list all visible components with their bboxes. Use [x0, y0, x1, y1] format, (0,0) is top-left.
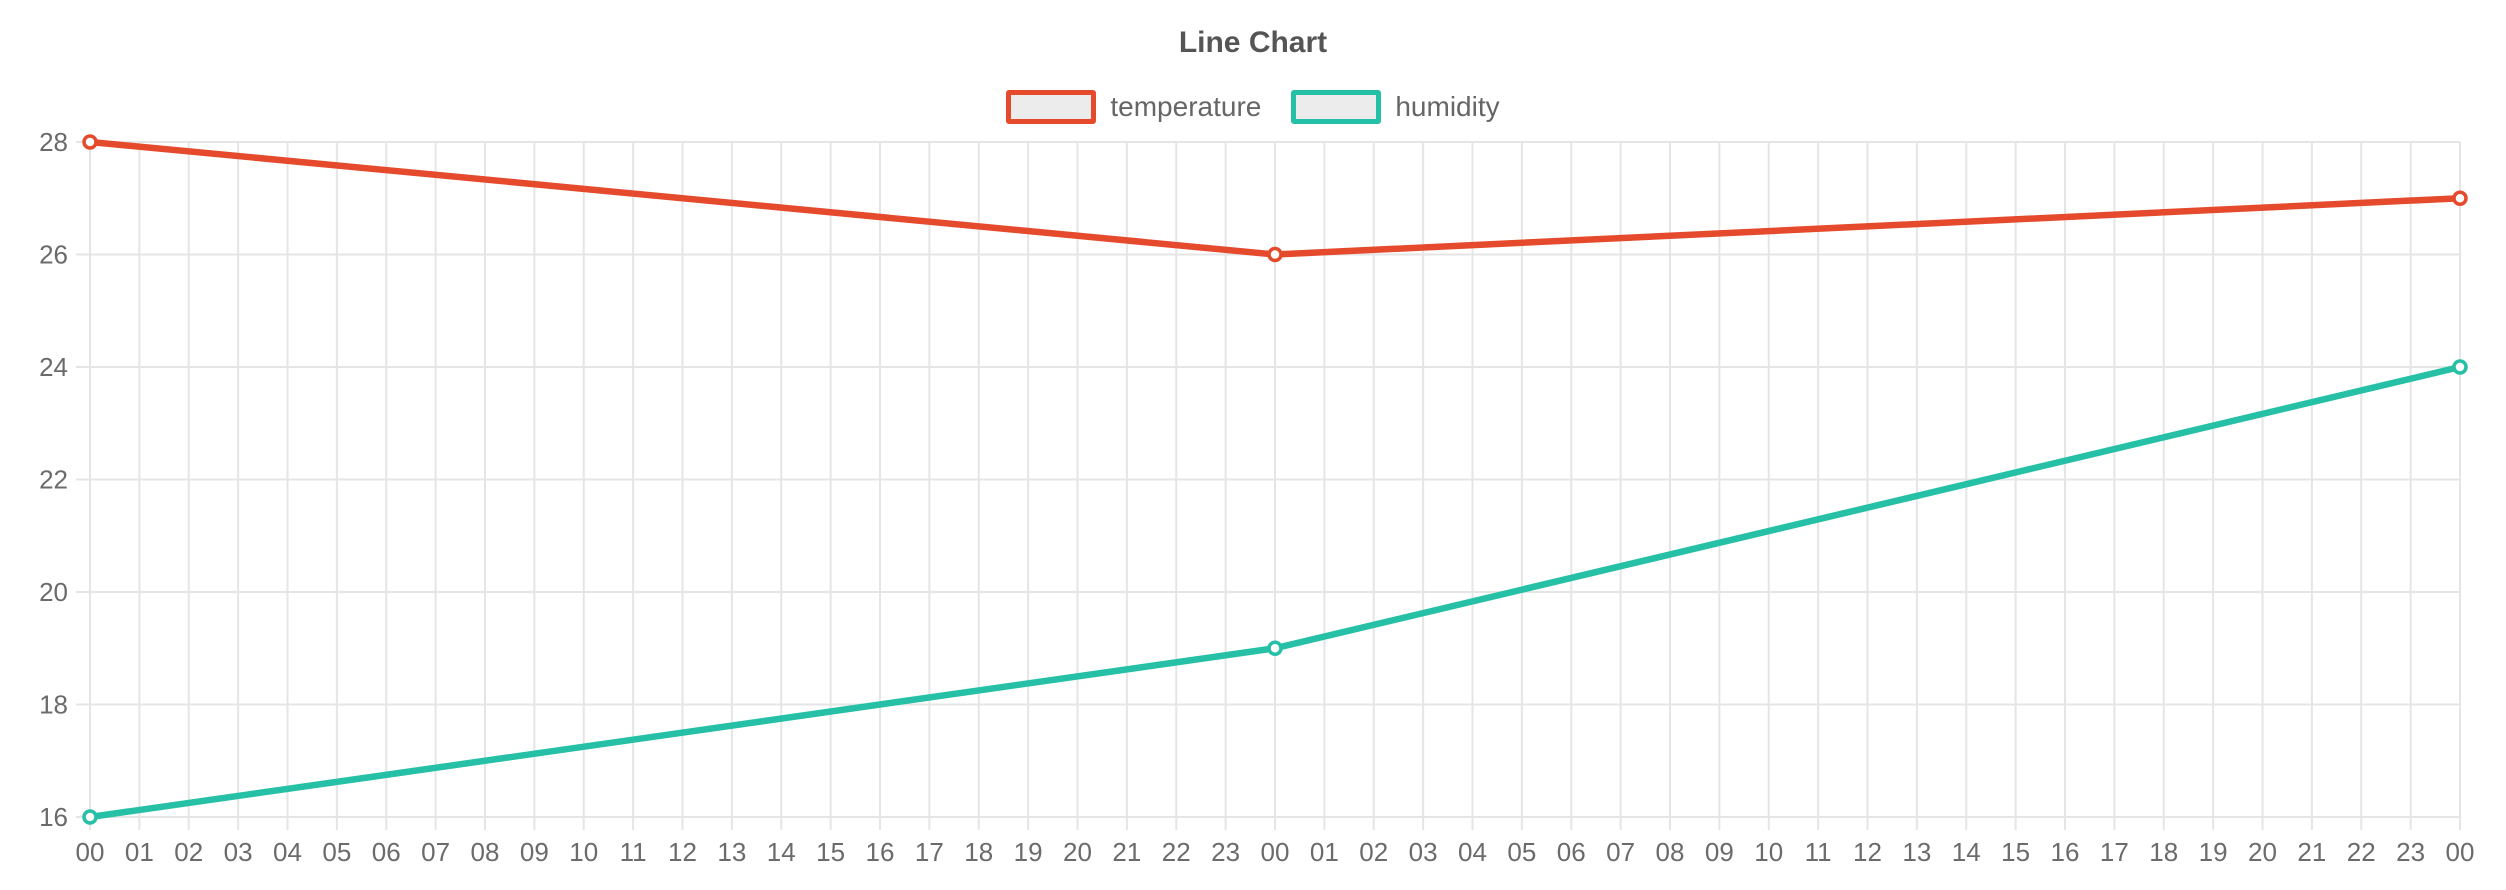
x-axis-label: 02	[174, 837, 203, 867]
x-axis-label: 17	[915, 837, 944, 867]
x-axis-label: 11	[1805, 837, 1832, 867]
legend-label-temperature: temperature	[1110, 91, 1262, 122]
x-axis-label: 04	[1458, 837, 1487, 867]
x-axis-label: 06	[1557, 837, 1586, 867]
x-axis-label: 04	[273, 837, 302, 867]
x-axis-label: 05	[1507, 837, 1536, 867]
data-point-humidity[interactable]	[82, 809, 98, 825]
x-axis-label: 05	[322, 837, 351, 867]
x-axis-label: 21	[2297, 837, 2326, 867]
x-axis-label: 00	[1261, 837, 1290, 867]
y-axis-label: 22	[39, 465, 68, 495]
x-axis-label: 21	[1112, 837, 1141, 867]
data-point-temperature[interactable]	[1267, 246, 1283, 263]
x-axis-label: 09	[520, 837, 549, 867]
x-axis-label: 07	[1606, 837, 1635, 867]
x-axis-label: 10	[569, 837, 598, 867]
x-axis-label: 20	[1063, 837, 1092, 867]
x-axis-label: 23	[2396, 837, 2425, 867]
legend-item-temperature[interactable]: temperature	[1006, 90, 1261, 124]
y-axis-label: 18	[39, 690, 68, 720]
x-axis-label: 13	[1902, 837, 1931, 867]
data-point-temperature[interactable]	[82, 134, 98, 150]
x-axis-label: 22	[1162, 837, 1191, 867]
x-axis-label: 15	[2001, 837, 2030, 867]
x-axis-label: 00	[76, 837, 105, 867]
x-axis-label: 19	[2199, 837, 2228, 867]
x-axis-label: 18	[964, 837, 993, 867]
x-axis-label: 23	[1211, 837, 1240, 867]
x-axis-label: 03	[1409, 837, 1438, 867]
x-axis-label: 14	[1952, 837, 1981, 867]
legend-label-humidity: humidity	[1395, 91, 1500, 122]
legend-item-humidity[interactable]: humidity	[1291, 90, 1500, 124]
x-axis-label: 15	[816, 837, 845, 867]
data-point-humidity[interactable]	[1267, 640, 1283, 656]
x-axis-label: 12	[1853, 837, 1882, 867]
y-axis-label: 26	[39, 240, 68, 270]
x-axis-label: 16	[866, 837, 895, 867]
x-axis-label: 19	[1014, 837, 1043, 867]
x-axis-label: 11	[620, 837, 647, 867]
x-axis-label: 16	[2051, 837, 2080, 867]
x-axis-label: 02	[1359, 837, 1388, 867]
chart-legend: temperature humidity	[0, 90, 2506, 124]
chart-title: Line Chart	[1178, 26, 1328, 59]
x-axis-label: 22	[2347, 837, 2376, 867]
x-axis-label: 01	[1310, 837, 1339, 867]
x-axis-label: 06	[372, 837, 401, 867]
y-axis-label: 28	[39, 127, 68, 157]
x-axis-label: 09	[1705, 837, 1734, 867]
data-point-humidity[interactable]	[2452, 359, 2468, 375]
legend-swatch-temperature-icon	[1006, 90, 1097, 124]
x-axis-label: 12	[668, 837, 697, 867]
x-axis-label: 13	[717, 837, 746, 867]
x-axis-label: 00	[2446, 837, 2475, 867]
x-axis-label: 14	[767, 837, 796, 867]
x-axis-label: 07	[421, 837, 450, 867]
y-axis-label: 20	[39, 577, 68, 607]
y-axis-label: 24	[39, 352, 68, 382]
x-axis-label: 10	[1754, 837, 1783, 867]
x-axis-label: 03	[224, 837, 253, 867]
x-axis-label: 08	[1656, 837, 1685, 867]
y-axis-label: 16	[39, 802, 68, 832]
x-axis-label: 18	[2149, 837, 2178, 867]
x-axis-label: 01	[125, 837, 154, 867]
x-axis-label: 17	[2100, 837, 2129, 867]
x-axis-label: 20	[2248, 837, 2277, 867]
x-axis-label: 08	[471, 837, 500, 867]
legend-swatch-humidity-icon	[1291, 90, 1382, 124]
data-point-temperature[interactable]	[2452, 190, 2468, 206]
